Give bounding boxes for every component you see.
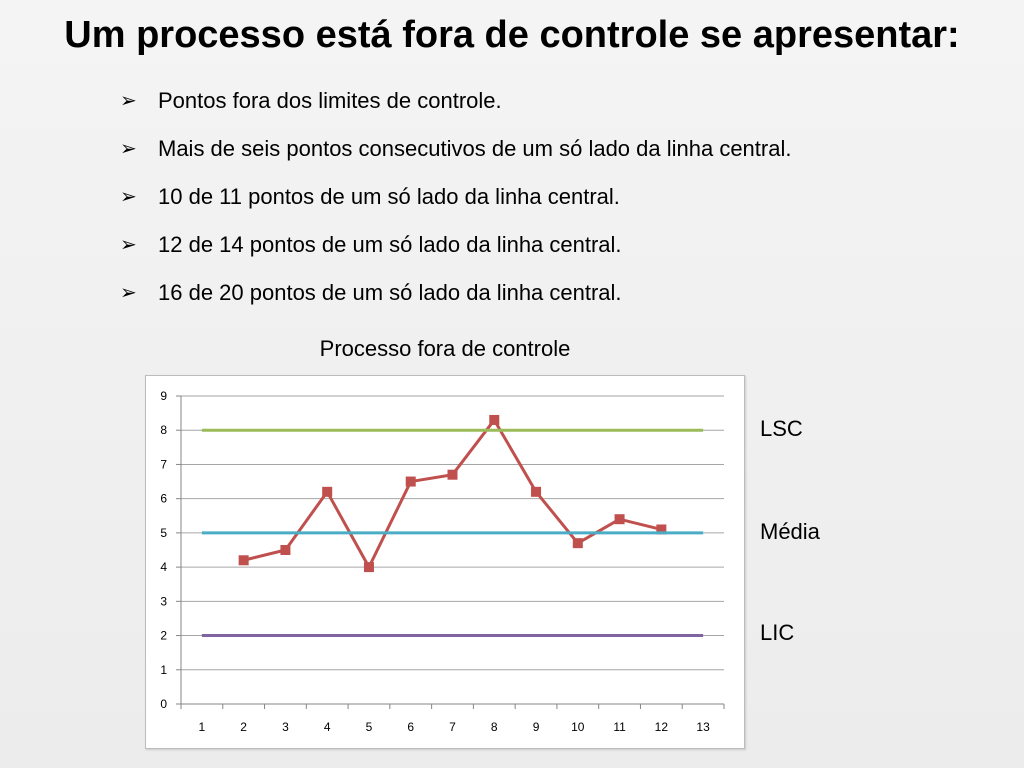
lic-label: LIC [760,620,795,645]
y-tick-label: 8 [160,423,167,437]
data-point-process [238,555,249,566]
bullet-text: 12 de 14 pontos de um só lado da linha c… [158,232,622,257]
data-point-process [280,545,291,555]
data-point-process [322,486,333,497]
x-tick-label: 6 [407,720,414,734]
x-tick-label: 10 [571,720,585,734]
bullet-item: ➢ 16 de 20 pontos de um só lado da linha … [120,278,791,326]
data-point-process [531,486,542,497]
x-tick-label: 11 [613,720,626,734]
data-point-process [656,524,667,535]
x-tick-label: 2 [240,720,247,734]
x-tick-label: 9 [533,720,540,734]
x-tick-label: 5 [366,720,373,734]
bullet-item: ➢ 10 de 11 pontos de um só lado da linha … [120,182,791,230]
y-tick-label: 7 [160,457,167,471]
bullet-text: 16 de 20 pontos de um só lado da linha c… [158,280,622,305]
data-point-process [614,514,625,525]
x-tick-label: 12 [655,720,669,734]
arrow-bullet-icon: ➢ [120,138,137,160]
media-label: Média [760,519,820,544]
x-tick-label: 4 [324,720,331,734]
data-point-process [363,562,374,573]
slide-title: Um processo está fora de controle se apr… [64,14,960,56]
data-point-process [572,538,583,549]
bullet-text: Mais de seis pontos consecutivos de um s… [158,136,792,161]
x-tick-label: 7 [449,720,456,734]
y-tick-label: 9 [160,389,167,403]
y-tick-label: 4 [160,560,167,574]
x-tick-label: 3 [282,720,289,734]
y-tick-label: 0 [160,697,167,711]
x-tick-label: 13 [696,720,710,734]
bullet-item: ➢ Pontos fora dos limites de controle. [120,86,791,134]
data-point-process [405,476,416,487]
lsc-label: LSC [760,416,803,441]
arrow-bullet-icon: ➢ [120,282,137,304]
y-tick-label: 1 [160,663,167,677]
y-tick-label: 2 [160,629,167,643]
arrow-bullet-icon: ➢ [120,234,137,256]
bullet-list: ➢ Pontos fora dos limites de controle. ➢ M… [120,86,791,326]
series-line-process [243,418,662,569]
x-tick-label: 1 [199,720,206,734]
chart-area: 0 1 2 3 4 5 6 7 8 9 1 2 3 4 5 6 7 8 9 10 11 12 13 [145,375,745,749]
bullet-item: ➢ Mais de seis pontos consecutivos de um … [120,134,791,182]
bullet-item: ➢ 12 de 14 pontos de um só lado da linha … [120,230,791,278]
y-tick-label: 6 [160,492,167,506]
chart-title: Processo fora de controle [319,336,571,361]
data-point-process [447,469,458,480]
arrow-bullet-icon: ➢ [120,90,137,112]
x-tick-label: 8 [491,720,498,734]
arrow-bullet-icon: ➢ [120,186,137,208]
y-tick-label: 3 [160,594,167,608]
bullet-text: Pontos fora dos limites de controle. [158,88,502,113]
y-tick-label: 5 [160,526,167,540]
bullet-text: 10 de 11 pontos de um só lado da linha c… [158,184,620,209]
data-point-process [489,414,500,425]
